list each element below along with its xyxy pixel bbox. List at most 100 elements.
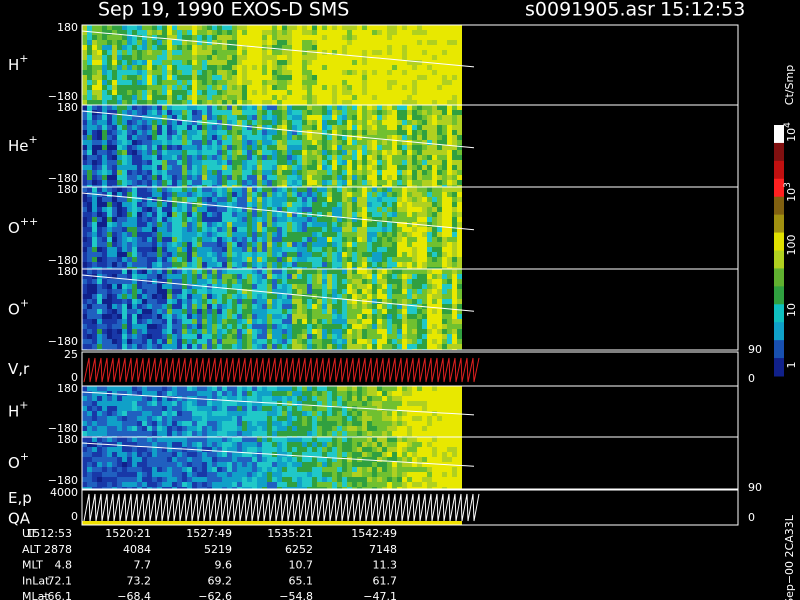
cell xyxy=(267,120,272,125)
cell xyxy=(297,180,302,185)
cell xyxy=(397,35,402,40)
cell xyxy=(457,140,462,145)
cell xyxy=(442,170,447,175)
cell xyxy=(197,165,202,170)
cell xyxy=(367,65,372,70)
cell xyxy=(297,35,302,40)
cell xyxy=(337,242,342,247)
cell xyxy=(122,70,127,75)
cell xyxy=(177,217,182,222)
cell xyxy=(277,309,282,314)
cell xyxy=(142,75,147,80)
cell xyxy=(152,80,157,85)
cell xyxy=(327,160,332,165)
cell xyxy=(207,150,212,155)
cell xyxy=(272,334,277,339)
cell xyxy=(402,284,407,289)
cell xyxy=(147,232,152,237)
cell xyxy=(457,185,462,187)
cell xyxy=(117,80,122,85)
cell xyxy=(122,329,127,334)
cell xyxy=(122,165,127,170)
cell xyxy=(417,314,422,319)
cell xyxy=(187,50,192,55)
cell xyxy=(152,267,157,269)
cell xyxy=(212,25,217,30)
cell xyxy=(87,145,92,150)
cell xyxy=(222,192,227,197)
cell xyxy=(217,65,222,70)
cell xyxy=(377,170,382,175)
cell xyxy=(242,212,247,217)
cell xyxy=(392,110,397,115)
cell xyxy=(452,192,457,197)
cell xyxy=(367,262,372,267)
cell xyxy=(177,100,182,105)
cell xyxy=(432,30,437,35)
cell xyxy=(277,269,282,274)
cell xyxy=(287,60,292,65)
cell xyxy=(397,289,402,294)
cell xyxy=(222,222,227,227)
cell xyxy=(152,257,157,262)
cell xyxy=(307,100,312,105)
cell xyxy=(317,314,322,319)
cell xyxy=(347,65,352,70)
cell xyxy=(172,309,177,314)
cell xyxy=(347,262,352,267)
cell xyxy=(132,115,137,120)
cell xyxy=(307,284,312,289)
cell xyxy=(162,175,167,180)
cell xyxy=(112,269,117,274)
cell xyxy=(317,30,322,35)
cell xyxy=(307,185,312,187)
cell xyxy=(192,170,197,175)
cell xyxy=(152,274,157,279)
cell xyxy=(372,324,377,329)
cell xyxy=(347,70,352,75)
cell xyxy=(352,279,357,284)
cell xyxy=(362,100,367,105)
cell xyxy=(132,25,137,30)
cell xyxy=(197,339,202,344)
cell xyxy=(142,197,147,202)
cell xyxy=(207,279,212,284)
cell xyxy=(102,105,107,110)
cell xyxy=(197,40,202,45)
cell xyxy=(222,274,227,279)
cell xyxy=(112,217,117,222)
cell xyxy=(252,197,257,202)
cell xyxy=(257,160,262,165)
cell xyxy=(342,284,347,289)
cell xyxy=(317,247,322,252)
cell xyxy=(392,192,397,197)
cell xyxy=(92,95,97,100)
cell xyxy=(182,85,187,90)
cell xyxy=(387,334,392,339)
cell xyxy=(97,120,102,125)
cell xyxy=(207,95,212,100)
cell xyxy=(342,299,347,304)
cell xyxy=(257,80,262,85)
cell xyxy=(402,207,407,212)
cell xyxy=(187,329,192,334)
cell xyxy=(227,125,232,130)
cell xyxy=(237,334,242,339)
cell xyxy=(187,192,192,197)
cell xyxy=(437,25,442,30)
cell xyxy=(177,227,182,232)
cell xyxy=(197,95,202,100)
cell xyxy=(307,80,312,85)
cell xyxy=(287,324,292,329)
cell xyxy=(182,100,187,105)
cell xyxy=(342,329,347,334)
cell xyxy=(107,75,112,80)
cell xyxy=(437,247,442,252)
cell xyxy=(417,294,422,299)
cell xyxy=(262,212,267,217)
cell xyxy=(147,202,152,207)
cell xyxy=(307,120,312,125)
cell xyxy=(222,175,227,180)
cell xyxy=(442,30,447,35)
cell xyxy=(142,252,147,257)
